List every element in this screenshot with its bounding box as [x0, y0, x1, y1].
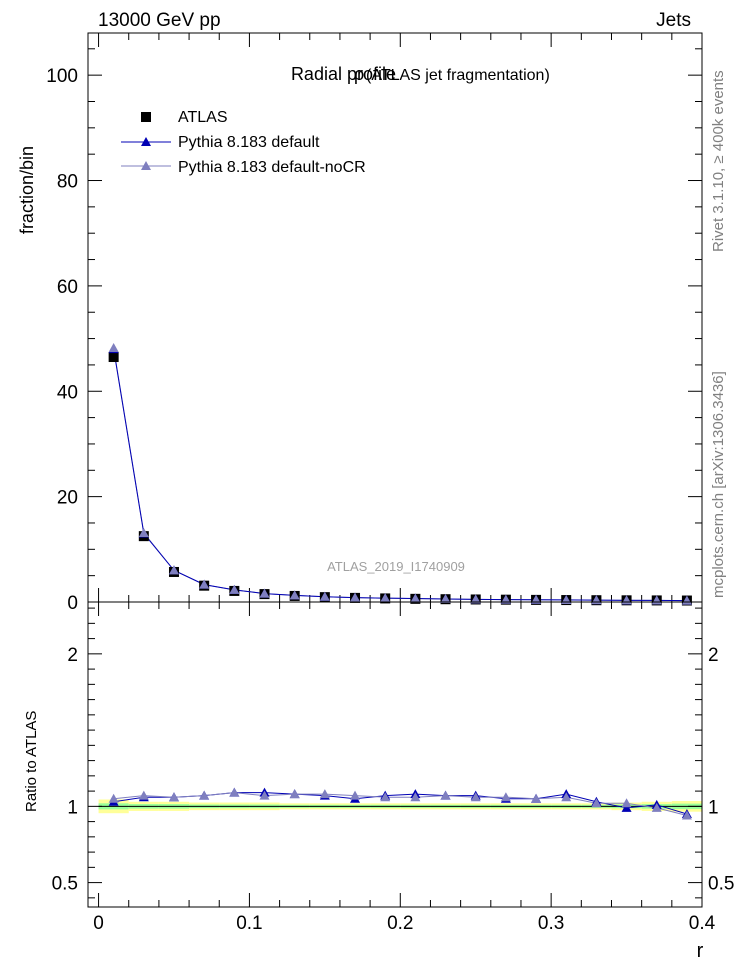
ratio-nocr-point [380, 792, 391, 802]
y-tick-label: 60 [57, 277, 78, 298]
legend-pythia-nocr-marker [141, 161, 151, 170]
ratio-nocr-point [470, 792, 481, 802]
ratio-nocr-point [621, 798, 632, 808]
mc-nocr-point [319, 591, 330, 601]
mc-nocr-point [470, 594, 481, 604]
y-tick-label: 40 [57, 382, 78, 403]
ratio-nocr-point [319, 789, 330, 799]
mc-nocr-point [440, 593, 451, 603]
x-tick-label: 0.2 [387, 913, 413, 934]
mc-nocr-point [500, 594, 511, 604]
legend: ATLAS Pythia 8.183 default Pythia 8.183 … [121, 109, 366, 176]
ratio-default-point [621, 802, 632, 812]
mc-nocr-point [108, 343, 119, 353]
y-tick-label: 80 [57, 172, 78, 193]
ratio-nocr-point [229, 787, 240, 797]
ratio-nocr-point [168, 792, 179, 802]
ratio-frame [87, 601, 703, 908]
y-tick-label: 100 [46, 66, 78, 87]
ratio-nocr-point [681, 810, 692, 820]
legend-pythia-nocr-label: Pythia 8.183 default-noCR [178, 159, 366, 176]
analysis-watermark: ATLAS_2019_I1740909 [327, 559, 465, 574]
ratio-y-tick-label: 1 [67, 797, 78, 818]
mc-default-line [113, 349, 687, 602]
ratio-nocr-point [138, 790, 149, 800]
mc-nocr-point [229, 584, 240, 594]
ratio-axes: 0 0.1 0.2 0.3 0.4 0.5 0.5 1 1 2 2 [52, 602, 734, 934]
legend-pythia-default-label: Pythia 8.183 default [178, 134, 320, 151]
header-jets-label: Jets [656, 10, 691, 31]
mc-nocr-point [380, 593, 391, 603]
mc-nocr-point [168, 565, 179, 575]
ratio-y-tick-label-right: 0.5 [708, 874, 734, 895]
legend-item-atlas: ATLAS [141, 109, 228, 126]
ratio-nocr-point [199, 790, 210, 800]
mcplots-label: mcplots.cern.ch [arXiv:1306.3436] [710, 371, 727, 598]
mc-nocr-point [199, 579, 210, 589]
x-tick-label: 0.3 [538, 913, 564, 934]
ratio-nocr-point [108, 793, 119, 803]
ratio-nocr-point [651, 802, 662, 812]
y-tick-label: 20 [57, 488, 78, 509]
legend-atlas-label: ATLAS [178, 109, 228, 126]
ratio-data [98, 787, 702, 820]
x-tick-label: 0 [93, 913, 104, 934]
atlas-data-point [108, 352, 119, 363]
ratio-nocr-point [350, 790, 361, 800]
ratio-nocr-point [410, 792, 421, 802]
x-tick-label: 0.4 [689, 913, 716, 934]
ratio-nocr-line [113, 792, 688, 816]
mc-nocr-point [138, 527, 149, 537]
y-axis-label: fraction/bin [17, 146, 37, 234]
mc-nocr-point [350, 592, 361, 602]
x-axis-label: r [697, 940, 704, 962]
chart-title: Radial profile [291, 64, 396, 84]
legend-atlas-marker [141, 112, 151, 122]
ratio-y-axis-label: Ratio to ATLAS [23, 711, 40, 812]
rivet-version-label: Rivet 3.1.10, ≥ 400k events [710, 70, 727, 252]
mc-nocr-point [410, 593, 421, 603]
ratio-nocr-point [259, 790, 270, 800]
ratio-panel: Ratio to ATLAS r 0 0.1 0.2 0.3 0.4 0.5 0.5 1 1 2 2 [23, 601, 734, 962]
header-energy-label: 13000 GeV pp [98, 10, 221, 31]
main-axes: 0 20 40 60 80 100 [46, 33, 703, 614]
ratio-nocr-point [500, 792, 511, 802]
y-tick-label: 0 [67, 593, 78, 614]
legend-pythia-default-marker [141, 137, 151, 146]
legend-item-pythia-default: Pythia 8.183 default [121, 134, 320, 151]
ratio-y-tick-label: 2 [67, 645, 78, 666]
mc-nocr-point [289, 590, 300, 600]
x-tick-label: 0.1 [236, 913, 262, 934]
ratio-nocr-point [289, 789, 300, 799]
ratio-nocr-point [531, 793, 542, 803]
ratio-y-tick-label-right: 2 [708, 645, 719, 666]
ratio-nocr-point [561, 792, 572, 802]
chart-title-suffix: (ATLAS jet fragmentation) [366, 67, 550, 84]
main-panel: Radial profile ρ (ATLAS jet fragmentatio… [17, 32, 703, 614]
ratio-y-tick-label: 0.5 [52, 874, 78, 895]
chart-title-symbol: ρ [354, 64, 364, 84]
legend-item-pythia-nocr: Pythia 8.183 default-noCR [121, 159, 366, 176]
ratio-nocr-point [591, 798, 602, 808]
ratio-y-tick-label-right: 1 [708, 797, 719, 818]
mc-nocr-point [259, 588, 270, 598]
ratio-nocr-point [440, 790, 451, 800]
